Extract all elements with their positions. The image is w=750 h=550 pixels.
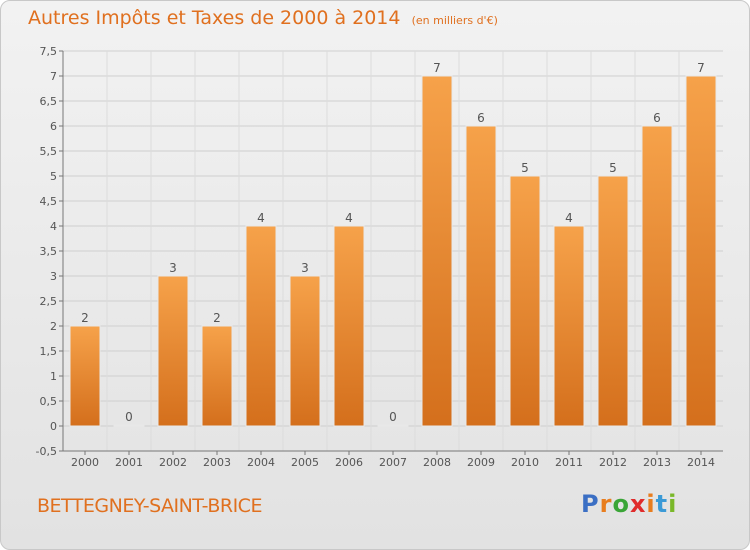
data-label-2000: 2	[81, 311, 89, 325]
data-label-2002: 3	[169, 261, 177, 275]
bar-2008	[421, 75, 453, 427]
y-tick-label: 2	[50, 320, 57, 333]
bar-2011	[553, 225, 585, 427]
y-tick-label: -0,5	[36, 445, 57, 458]
data-label-2001: 0	[125, 410, 133, 424]
data-label-2011: 4	[565, 211, 573, 225]
bar-2002	[157, 275, 189, 427]
y-tick-label: 6,5	[40, 95, 58, 108]
data-label-2010: 5	[521, 161, 529, 175]
y-tick-label: 3	[50, 270, 57, 283]
x-tick-label-2010: 2010	[511, 456, 539, 469]
y-tick-label: 4,5	[40, 195, 58, 208]
bar-2009	[465, 125, 497, 427]
data-label-2003: 2	[213, 311, 221, 325]
logo-letter: i	[668, 490, 678, 518]
bar-2000	[69, 325, 101, 427]
bar-2006	[333, 225, 365, 427]
data-label-2005: 3	[301, 261, 309, 275]
x-tick-label-2000: 2000	[71, 456, 99, 469]
data-label-2006: 4	[345, 211, 353, 225]
bar-2012	[597, 175, 629, 427]
logo-letter: i	[646, 490, 656, 518]
x-tick-label-2005: 2005	[291, 456, 319, 469]
chart-title-text: Autres Impôts et Taxes de 2000 à 2014	[28, 7, 401, 29]
x-tick-label-2002: 2002	[159, 456, 187, 469]
data-label-2007: 0	[389, 410, 397, 424]
bar-2007	[377, 424, 409, 427]
x-tick-label-2004: 2004	[247, 456, 275, 469]
logo-letter: o	[612, 490, 630, 518]
location-name: BETTEGNEY-SAINT-BRICE	[37, 495, 262, 517]
y-tick-label: 0,5	[40, 395, 58, 408]
x-tick-label-2008: 2008	[423, 456, 451, 469]
y-tick-label: 6	[50, 120, 57, 133]
bar-2004	[245, 225, 277, 427]
y-tick-label: 5	[50, 170, 57, 183]
x-tick-label-2001: 2001	[115, 456, 143, 469]
x-tick-label-2013: 2013	[643, 456, 671, 469]
data-label-2012: 5	[609, 161, 617, 175]
data-label-2013: 6	[653, 111, 661, 125]
y-tick-label: 5,5	[40, 145, 58, 158]
bar-2014	[685, 75, 717, 427]
x-tick-label-2014: 2014	[687, 456, 715, 469]
x-tick-label-2011: 2011	[555, 456, 583, 469]
x-tick-label-2003: 2003	[203, 456, 231, 469]
y-tick-label: 7	[50, 70, 57, 83]
y-tick-label: 7,5	[40, 45, 58, 58]
bar-2003	[201, 325, 233, 427]
y-tick-label: 1	[50, 370, 57, 383]
x-tick-label-2012: 2012	[599, 456, 627, 469]
y-tick-label: 4	[50, 220, 57, 233]
data-label-2014: 7	[697, 61, 705, 75]
y-tick-label: 3,5	[40, 245, 58, 258]
logo-letter: t	[655, 490, 669, 518]
y-tick-label: 1,5	[40, 345, 58, 358]
x-tick-label-2007: 2007	[379, 456, 407, 469]
x-tick-label-2006: 2006	[335, 456, 363, 469]
y-tick-label: 2,5	[40, 295, 58, 308]
data-label-2004: 4	[257, 211, 265, 225]
y-tick-label: 0	[50, 420, 57, 433]
bar-2010	[509, 175, 541, 427]
chart-title-unit: (en milliers d'€)	[411, 14, 498, 27]
chart-title: Autres Impôts et Taxes de 2000 à 2014 (e…	[28, 7, 498, 29]
bar-2001	[113, 424, 145, 427]
x-tick-label-2009: 2009	[467, 456, 495, 469]
data-label-2008: 7	[433, 61, 441, 75]
proxiti-logo[interactable]: Proxiti	[581, 490, 677, 518]
data-label-2009: 6	[477, 111, 485, 125]
bar-2013	[641, 125, 673, 427]
logo-letter: r	[599, 490, 613, 518]
logo-letter: x	[629, 490, 647, 518]
logo-letter: P	[581, 490, 600, 518]
bar-2005	[289, 275, 321, 427]
